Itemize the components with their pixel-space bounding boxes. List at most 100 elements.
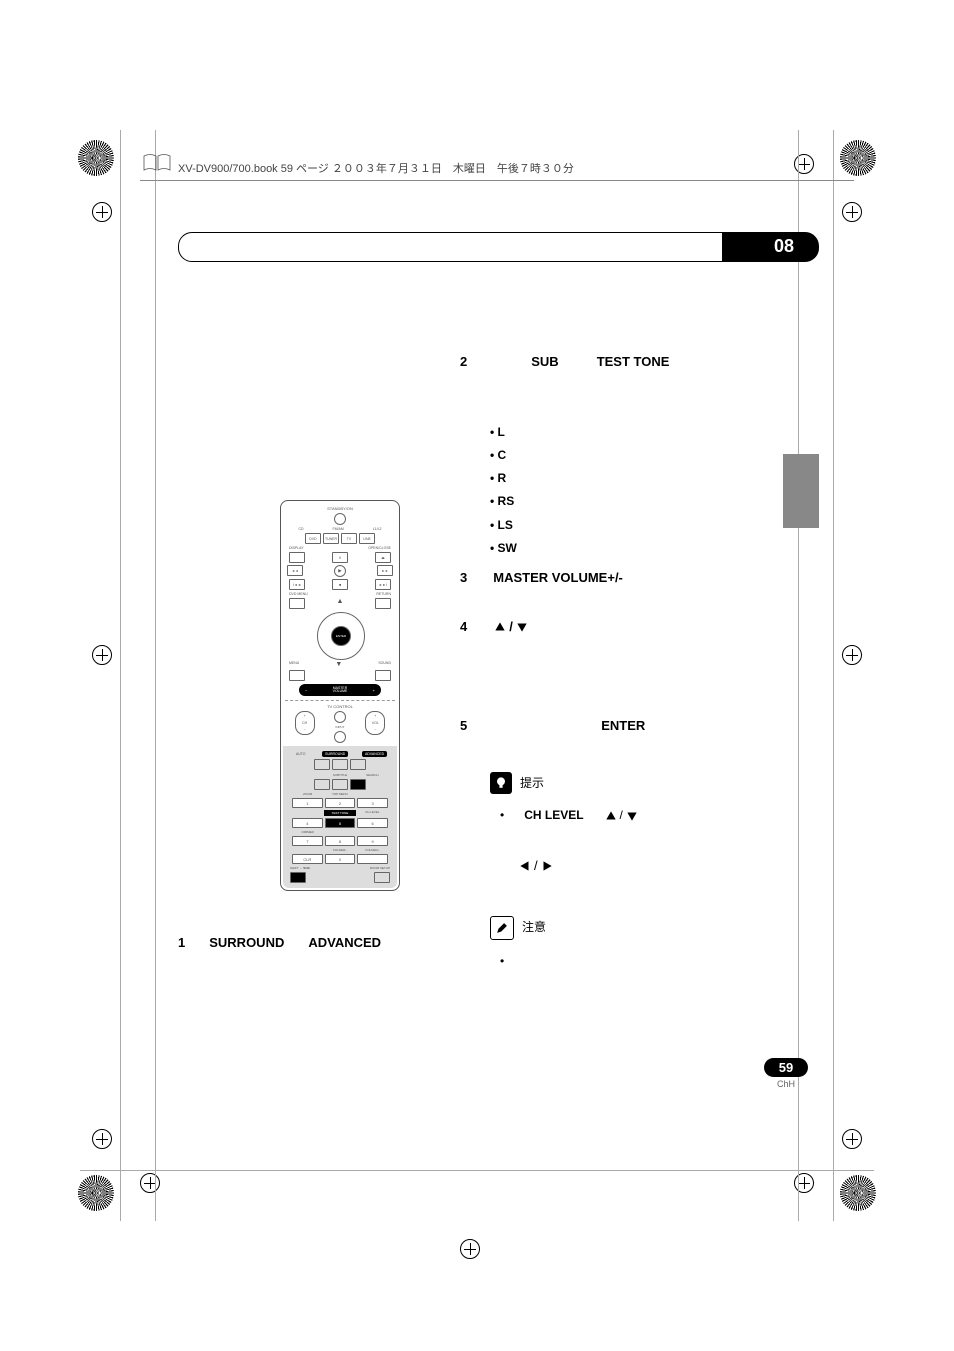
- step-4: 4 /: [460, 617, 800, 638]
- btn-pause: II: [332, 552, 348, 563]
- btn-display: [289, 552, 305, 563]
- chapter-number: 08: [764, 232, 804, 260]
- btn-ff: ►►: [377, 565, 393, 576]
- speaker-rs: RS: [490, 492, 800, 511]
- btn-return: [375, 598, 391, 609]
- shift-label: SHIFT ← SUB: [290, 866, 310, 870]
- num-3: 3: [357, 798, 388, 808]
- topmenu-label: TOP MENU: [324, 792, 355, 796]
- btn-play: ▶: [334, 565, 346, 577]
- subtitle-label: SUBTITLE: [324, 773, 355, 777]
- left-right-arrows: /: [518, 856, 800, 880]
- speaker-c: C: [490, 446, 800, 465]
- num-5: 5: [325, 818, 356, 828]
- print-corner-bl: [78, 1175, 114, 1211]
- header-text: XV-DV900/700.book 59 ページ ２００３年７月３１日 木曜日 …: [178, 160, 574, 176]
- dvdmenu-label: DVD MENU: [289, 592, 308, 596]
- step-2: 2 SUB TEST TONE: [460, 352, 800, 373]
- note-line: •: [500, 952, 800, 971]
- zoom-label: ZOOM: [292, 792, 323, 796]
- step2-num: 2: [460, 352, 467, 373]
- speaker-ls: LS: [490, 516, 800, 535]
- sound-label: SOUND: [378, 661, 391, 668]
- btn-stop: ■: [332, 579, 348, 590]
- openclose-label: OPEN/CLOSE: [368, 546, 391, 550]
- num-4: 4: [292, 818, 323, 828]
- chlevel-label: CH LEVEL: [357, 810, 388, 816]
- btn-m2: [332, 759, 348, 770]
- reg-mark: [92, 202, 112, 222]
- step-3: 3 MASTER VOLUME+/-: [460, 568, 800, 589]
- roomsetup-label: ROOM SETUP: [370, 866, 390, 870]
- btn-clr: CLR: [292, 854, 323, 864]
- step4-num: 4: [460, 617, 467, 638]
- right-column: 2 SUB TEST TONE L C R RS LS SW 3 MASTER …: [460, 352, 800, 971]
- reg-mark: [92, 1129, 112, 1149]
- speaker-sw: SW: [490, 539, 800, 558]
- master-volume: − MASTERVOLUME +: [299, 684, 381, 696]
- crop-line: [80, 1170, 874, 1171]
- step-1: 1 SURROUND ADVANCED: [178, 935, 381, 950]
- reg-mark: [842, 645, 862, 665]
- page-lang: ChH: [764, 1079, 808, 1089]
- btn-next: ►►I: [375, 579, 391, 590]
- btn-dvd: DVD: [305, 533, 321, 544]
- tvcontrol-label: TV CONTROL: [285, 704, 395, 709]
- step3-label: MASTER VOLUME+/-: [493, 568, 623, 589]
- input-label: INPUT: [335, 725, 344, 729]
- note-label: 注意: [522, 918, 546, 937]
- chapter-pill: [178, 232, 819, 262]
- step1-num: 1: [178, 935, 185, 950]
- mode-surround: SURROUND: [322, 751, 348, 757]
- speaker-l: L: [490, 423, 800, 442]
- num-7: 7: [292, 836, 323, 846]
- vol-rocker: +VOL−: [365, 711, 385, 735]
- num-6: 6: [357, 818, 388, 828]
- btn-sound: [375, 670, 391, 681]
- btn-tuner: TUNER: [323, 533, 339, 544]
- step3-num: 3: [460, 568, 467, 589]
- mode-advanced: ADVANCED: [362, 751, 387, 757]
- btn-m3: [350, 759, 366, 770]
- power-button-icon: [334, 513, 346, 525]
- lightbulb-icon: [490, 772, 512, 794]
- step2-testtone: TEST TONE: [597, 352, 670, 373]
- btn-tv: TV: [341, 533, 357, 544]
- print-corner-tl: [78, 140, 114, 176]
- btn-prev: I◄◄: [289, 579, 305, 590]
- return-label: RETURN: [376, 592, 391, 596]
- reg-mark: [460, 1239, 480, 1259]
- btn-line: LINE: [359, 533, 375, 544]
- pencil-icon: [490, 916, 514, 940]
- crop-line: [155, 130, 156, 1221]
- enter-button: ENTER: [331, 626, 351, 646]
- btn-s3: [350, 779, 366, 790]
- reg-mark: [794, 1173, 814, 1193]
- tip-line: • CH LEVEL /: [500, 806, 800, 825]
- num-2: 2: [325, 798, 356, 808]
- ch-rocker: +CH−: [295, 711, 315, 735]
- tip-label: 提示: [520, 774, 544, 793]
- page-number: 59: [764, 1058, 808, 1077]
- reg-mark: [842, 202, 862, 222]
- btn-dvdmenu: [289, 598, 305, 609]
- num-8: 8: [325, 836, 356, 846]
- tip-callout: 提示: [490, 772, 800, 794]
- step5-num: 5: [460, 716, 467, 737]
- step5-enter: ENTER: [601, 716, 645, 737]
- btn-m1: [314, 759, 330, 770]
- btn-menu: [289, 670, 305, 681]
- btn-ent: [357, 854, 388, 864]
- testtone-label: TEST TONE: [324, 810, 355, 816]
- btn-shift: [290, 872, 306, 883]
- step2-sub: SUB: [531, 352, 558, 373]
- remote-diagram: STANDBY/ON CD FM/AM L1/L2 DVD TUNER TV L…: [260, 500, 420, 891]
- src-cd: CD: [298, 527, 303, 531]
- btn-rew: ◄◄: [287, 565, 303, 576]
- num-9: 9: [357, 836, 388, 846]
- display-label: DISPLAY: [289, 546, 304, 550]
- standby-label: STANDBY/ON: [285, 506, 395, 511]
- reg-mark: [842, 1129, 862, 1149]
- step-5: 5 ENTER: [460, 716, 800, 737]
- speaker-list: L C R RS LS SW: [490, 423, 800, 558]
